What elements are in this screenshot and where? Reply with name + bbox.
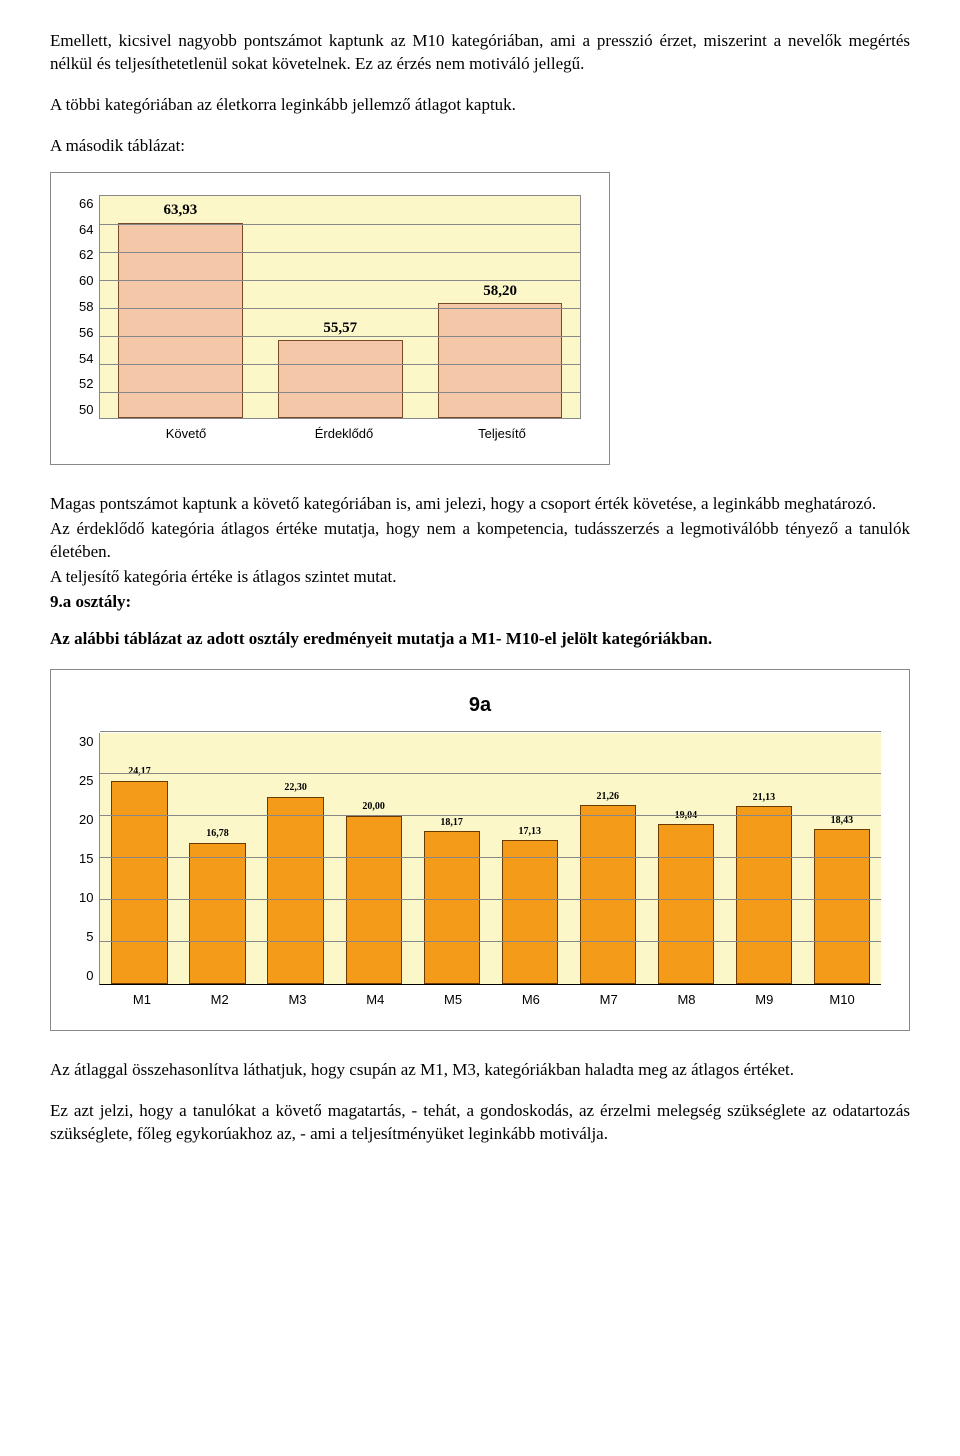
chart1-value-label: 58,20: [483, 281, 517, 301]
chart1-plot: 63,93 55,57 58,20: [99, 195, 581, 419]
chart1-ytick: 60: [79, 272, 93, 290]
chart2-gridline: [100, 941, 881, 942]
chart1-gridline: [100, 280, 580, 281]
chart2-gridline: [100, 899, 881, 900]
chart1-gridline: [100, 224, 580, 225]
chart2-bar-col: 19,04: [658, 809, 714, 984]
chart2-bar: [736, 806, 792, 983]
chart1-gridline: [100, 392, 580, 393]
chart1-ytick: 64: [79, 221, 93, 239]
paragraph: A többi kategóriában az életkorra legink…: [50, 94, 910, 117]
chart2-xlabel: M3: [269, 991, 325, 1009]
chart2-plot: 24,17 16,78 22,30 20,00 18,17 17,13 21,26 19,04…: [99, 733, 881, 985]
subsection-heading: 9.a osztály:: [50, 591, 910, 614]
paragraph: A teljesítő kategória értéke is átlagos …: [50, 566, 910, 589]
chart2-value-label: 20,00: [362, 800, 385, 814]
chart1-ytick: 50: [79, 401, 93, 419]
chart1-gridline: [100, 308, 580, 309]
chart2-ytick: 5: [86, 928, 93, 946]
chart2-value-label: 18,17: [440, 816, 463, 830]
chart1-yaxis: 66 64 62 60 58 56 54 52 50: [79, 195, 99, 419]
chart2-bar: [814, 829, 870, 984]
chart2-xlabel: M7: [581, 991, 637, 1009]
chart2-ytick: 15: [79, 850, 93, 868]
chart1-ytick: 56: [79, 324, 93, 342]
chart2-gridline: [100, 815, 881, 816]
chart2-bar-col: 16,78: [189, 827, 245, 983]
chart2-xlabel: M10: [814, 991, 870, 1009]
chart2-value-label: 21,13: [753, 791, 776, 805]
paragraph: Magas pontszámot kaptunk a követő kategó…: [50, 493, 910, 516]
chart2-value-label: 21,26: [597, 790, 620, 804]
paragraph: Ez azt jelzi, hogy a tanulókat a követő …: [50, 1100, 910, 1146]
paragraph-bold: Az alábbi táblázat az adott osztály ered…: [50, 628, 910, 651]
chart2-bar: [346, 816, 402, 984]
chart1-ytick: 66: [79, 195, 93, 213]
chart2-bar-col: 17,13: [502, 825, 558, 984]
chart1-ytick: 62: [79, 246, 93, 264]
chart2-bar: [189, 843, 245, 984]
chart1-xlabel: Érdeklődő: [282, 425, 405, 443]
chart2-bar-col: 20,00: [346, 800, 402, 984]
chart2-bar: [267, 797, 323, 984]
chart2-value-label: 16,78: [206, 827, 229, 841]
paragraph: Az érdeklődő kategória átlagos értéke mu…: [50, 518, 910, 564]
chart1-value-label: 63,93: [164, 200, 198, 220]
chart1-ytick: 58: [79, 298, 93, 316]
chart2-bar: [424, 831, 480, 984]
chart2-xlabel: M1: [114, 991, 170, 1009]
chart2-bar-col: 24,17: [111, 765, 167, 984]
paragraph: Emellett, kicsivel nagyobb pontszámot ka…: [50, 30, 910, 76]
chart2-bar: [502, 840, 558, 984]
chart1-xlabel: Követő: [124, 425, 247, 443]
chart2-xlabel: M2: [192, 991, 248, 1009]
chart1: 66 64 62 60 58 56 54 52 50 63,93 55,57 58,20: [79, 195, 581, 419]
chart2-title: 9a: [79, 692, 881, 719]
chart1-bar-col: 63,93: [118, 200, 243, 417]
chart2-ytick: 20: [79, 811, 93, 829]
section-heading: A második táblázat:: [50, 135, 910, 158]
chart2-xlabel: M5: [425, 991, 481, 1009]
chart2-bar: [111, 781, 167, 984]
chart2-bars: 24,17 16,78 22,30 20,00 18,17 17,13 21,26 19,04…: [100, 733, 881, 984]
chart2-bar-col: 21,13: [736, 791, 792, 984]
chart1-gridline: [100, 336, 580, 337]
chart1-bars: 63,93 55,57 58,20: [100, 196, 580, 418]
chart2-gridline: [100, 773, 881, 774]
chart2-xlabel: M9: [736, 991, 792, 1009]
chart2-ytick: 0: [86, 967, 93, 985]
chart2-ytick: 25: [79, 772, 93, 790]
chart1-bar: [438, 303, 563, 418]
chart1-bar: [278, 340, 403, 418]
chart2-gridline: [100, 857, 881, 858]
chart1-ytick: 54: [79, 350, 93, 368]
paragraph: Az átlaggal összehasonlítva láthatjuk, h…: [50, 1059, 910, 1082]
chart2-xlabels: M1 M2 M3 M4 M5 M6 M7 M8 M9 M10: [103, 991, 881, 1009]
chart1-bar-col: 58,20: [438, 281, 563, 418]
chart2-bar: [580, 805, 636, 984]
chart2-bar-col: 22,30: [267, 781, 323, 984]
chart2-value-label: 22,30: [284, 781, 307, 795]
chart2-bar: [658, 824, 714, 984]
chart2-bar-col: 21,26: [580, 790, 636, 984]
chart2-xlabel: M8: [658, 991, 714, 1009]
chart1-value-label: 55,57: [323, 318, 357, 338]
chart1-bar-col: 55,57: [278, 318, 403, 418]
chart1-gridline: [100, 252, 580, 253]
chart2-yaxis: 0 5 10 15 20 25 30: [79, 733, 99, 985]
chart2-gridline: [100, 731, 881, 732]
chart1-gridline: [100, 364, 580, 365]
chart1-frame: 66 64 62 60 58 56 54 52 50 63,93 55,57 58,20 Követ…: [50, 172, 610, 466]
chart1-xlabel: Teljesítő: [440, 425, 563, 443]
chart2-frame: 9a 0 5 10 15 20 25 30 24,17 16,78 22,30 20,00 18,1…: [50, 669, 910, 1032]
chart2-xlabel: M6: [503, 991, 559, 1009]
chart2: 0 5 10 15 20 25 30 24,17 16,78 22,30 20,00 18,17 17…: [79, 733, 881, 985]
chart1-xlabels: Követő Érdeklődő Teljesítő: [107, 425, 581, 443]
chart1-ytick: 52: [79, 375, 93, 393]
chart2-ytick: 10: [79, 889, 93, 907]
chart2-value-label: 17,13: [518, 825, 541, 839]
chart2-xlabel: M4: [347, 991, 403, 1009]
chart2-ytick: 30: [79, 733, 93, 751]
